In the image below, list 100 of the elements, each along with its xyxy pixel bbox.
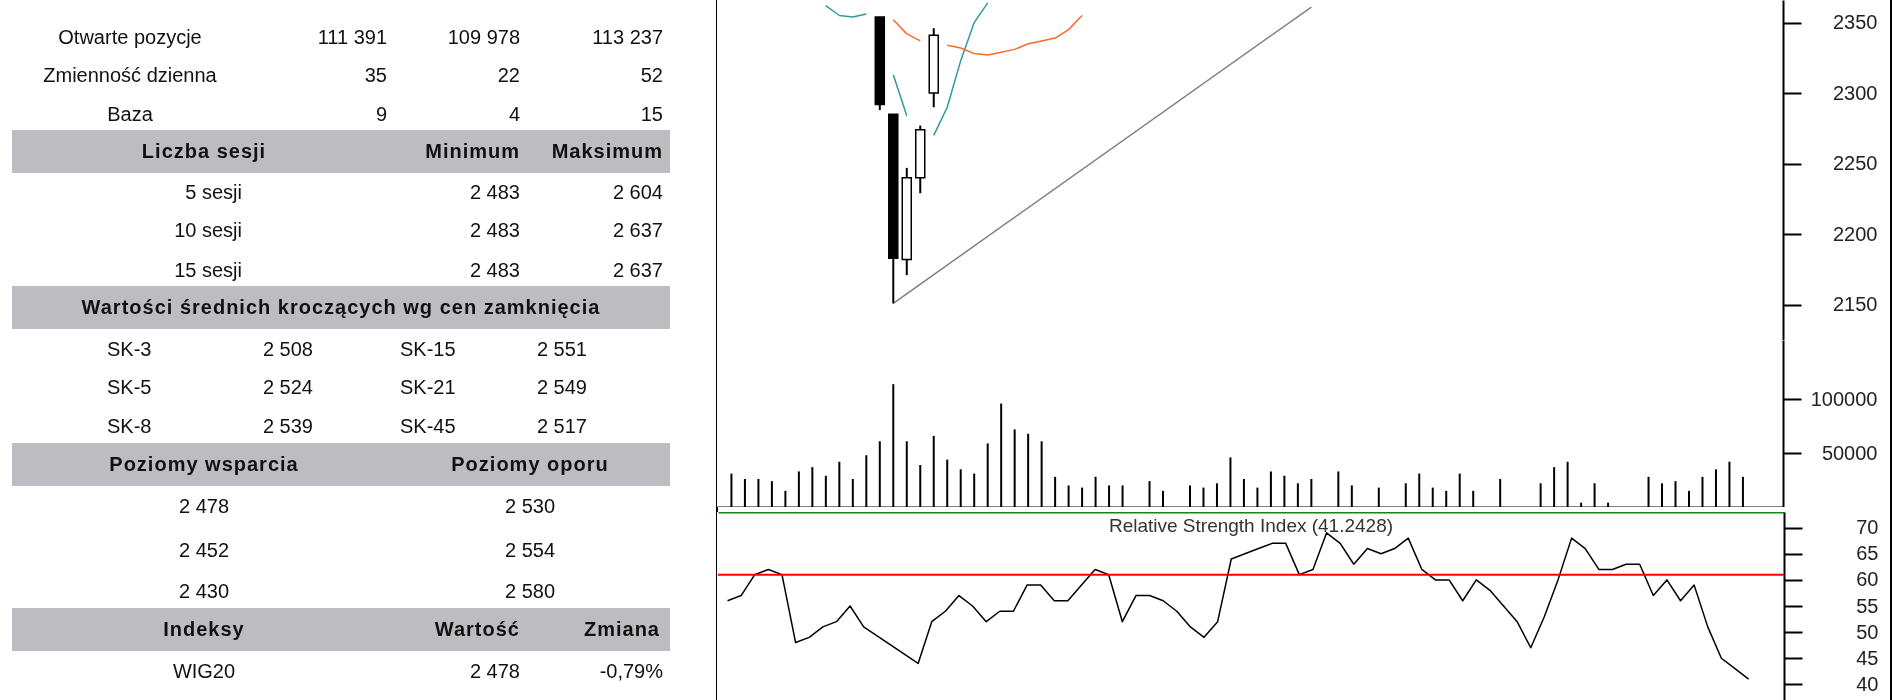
bar (1404, 483, 1407, 507)
text: Indeksy (163, 617, 245, 641)
bar (919, 464, 922, 507)
text: Liczba sesji (141, 139, 267, 163)
bar (1013, 429, 1016, 507)
bar (1188, 485, 1191, 507)
bar (1296, 483, 1299, 507)
text: 4 (508, 102, 520, 126)
text: 113 237 (592, 25, 663, 49)
bar (757, 478, 760, 507)
bar (986, 443, 989, 507)
bar (730, 473, 733, 507)
bar (1027, 433, 1030, 507)
y-tick-label: 2200 (1833, 222, 1878, 245)
bar (1472, 490, 1475, 507)
text: 35 (364, 63, 387, 87)
bar (1728, 461, 1731, 507)
bar (851, 478, 854, 507)
text: 22 (497, 63, 520, 87)
chart-title: Relative Strength Index (41.2428) (1108, 515, 1394, 536)
text: 10 sesji (174, 218, 242, 242)
y-tick-label: 100000 (1810, 387, 1878, 410)
bar (1081, 487, 1084, 507)
bar (1661, 483, 1664, 507)
text: SK-21 (400, 375, 456, 399)
text: 2 637 (612, 218, 663, 242)
bar (1162, 490, 1165, 507)
bar (1458, 473, 1461, 507)
bar (1566, 461, 1569, 507)
text: 5 sesji (185, 180, 242, 204)
text: 15 sesji (174, 258, 242, 282)
y-tick-label: 55 (1856, 594, 1879, 617)
text: 15 (640, 102, 663, 126)
text: 9 (375, 102, 387, 126)
bar (1310, 478, 1313, 507)
text: SK-3 (107, 337, 152, 361)
bar (1714, 469, 1717, 507)
y-tick-label: 45 (1856, 646, 1879, 669)
text: 2 478 (178, 494, 230, 518)
bar (1647, 476, 1650, 507)
text: 2 554 (504, 538, 556, 562)
text: Poziomy wsparcia (109, 452, 299, 476)
bar (959, 469, 962, 507)
bar (892, 384, 895, 507)
text: 2 580 (504, 579, 556, 603)
bar (1593, 483, 1596, 507)
bar (973, 473, 976, 507)
text: -0,79% (599, 659, 663, 683)
bar (1687, 490, 1690, 507)
y-tick-label: 40 (1856, 672, 1879, 695)
bar (1431, 487, 1434, 507)
bar (1337, 471, 1340, 507)
text: 2 508 (262, 337, 313, 361)
y-tick-label: 50 (1856, 620, 1879, 643)
text: SK-45 (400, 414, 456, 438)
bar (1350, 485, 1353, 507)
bar (784, 490, 787, 507)
text: 111 391 (317, 25, 387, 49)
bar (1377, 487, 1380, 507)
bar (1000, 403, 1003, 507)
bar (1283, 475, 1286, 507)
text: 2 551 (536, 337, 587, 361)
y-tick-label: 2350 (1833, 11, 1878, 34)
bar (1067, 485, 1070, 507)
text: Wartości średnich kroczących wg cen zamknięcia (81, 295, 601, 319)
bar (824, 475, 827, 507)
text: 2 483 (469, 180, 520, 204)
bar (905, 441, 908, 507)
text: 109 978 (447, 25, 520, 49)
text: WIG20 (172, 659, 236, 683)
y-tick-label: 60 (1856, 568, 1879, 591)
text: 2 478 (469, 659, 520, 683)
bar (1054, 476, 1057, 507)
bar (1229, 457, 1232, 507)
text: Otwarte pozycje (58, 25, 202, 49)
text: 2 517 (536, 414, 587, 438)
y-tick-label: 2300 (1833, 81, 1878, 104)
bar (1202, 487, 1205, 507)
text: SK-15 (400, 337, 456, 361)
bar (1539, 483, 1542, 507)
text: 2 637 (612, 258, 663, 282)
text: 52 (640, 63, 663, 87)
text: Wartość (434, 617, 520, 641)
text: 2 524 (262, 375, 313, 399)
text: Zmienność dzienna (43, 63, 217, 87)
text: 2 483 (469, 218, 520, 242)
bar (1741, 476, 1744, 507)
text: 2 539 (262, 414, 313, 438)
y-tick-label: 70 (1856, 516, 1879, 539)
bar (946, 459, 949, 507)
text: 2 530 (504, 494, 556, 518)
bar (1445, 490, 1448, 507)
text: 2 549 (536, 375, 587, 399)
bar (1269, 471, 1272, 507)
bar (932, 435, 935, 507)
bar (1674, 481, 1677, 507)
bar (1242, 478, 1245, 507)
text: 2 430 (178, 579, 230, 603)
bar (770, 481, 773, 507)
text: Poziomy oporu (451, 452, 609, 476)
